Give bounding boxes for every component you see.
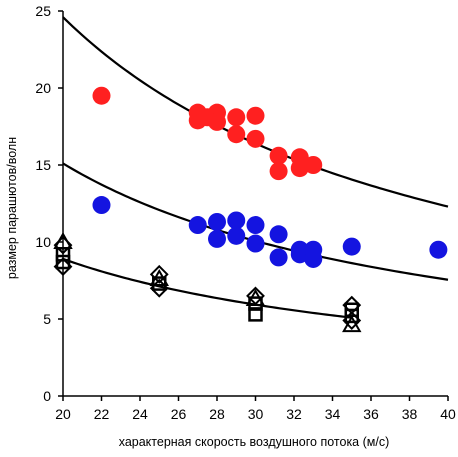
x-tick-label: 32 [286, 406, 302, 422]
data-point-series-2 [304, 249, 323, 268]
data-point-series-1 [269, 162, 288, 181]
ticks: 20 22 24 26 28 30 32 34 36 38 40 0 5 10 15 20 25 [35, 3, 456, 422]
data-point-series-1 [227, 125, 246, 144]
data-point-series-2 [208, 229, 226, 248]
data-point-series-2 [208, 212, 226, 231]
x-tick-label: 28 [209, 406, 225, 422]
data-point-series-2 [188, 216, 207, 235]
data-point-series-1 [246, 106, 265, 125]
y-tick-label: 20 [35, 80, 51, 96]
data-point-series-2 [269, 248, 288, 267]
x-tick-label: 22 [94, 406, 110, 422]
data-point-series-5 [245, 288, 266, 306]
data-point-series-2 [342, 237, 361, 256]
x-tick-label: 40 [440, 406, 456, 422]
y-tick-label: 5 [43, 311, 51, 327]
data-point-series-1 [269, 146, 288, 165]
data-point-series-1 [208, 112, 226, 131]
data-point-series-1 [304, 156, 323, 174]
y-tick-label: 15 [35, 157, 51, 173]
y-axis-label: размер парашютов/волн [5, 137, 19, 279]
x-tick-label: 26 [171, 406, 187, 422]
y-tick-label: 10 [35, 234, 51, 250]
data-point-series-2 [227, 211, 246, 230]
fit-curve-3 [62, 257, 352, 319]
fit-curves [62, 16, 449, 319]
x-tick-label: 34 [325, 406, 341, 422]
data-points [53, 86, 448, 333]
data-point-series-4 [149, 264, 169, 284]
axes [62, 11, 448, 397]
data-point-series-4 [342, 311, 362, 330]
data-point-series-2 [269, 225, 288, 244]
x-tick-label: 24 [132, 406, 148, 422]
data-point-series-2 [227, 226, 246, 245]
data-point-series-5 [342, 315, 362, 333]
data-point-series-1 [92, 86, 111, 105]
data-point-series-1 [246, 129, 265, 148]
x-tick-label: 36 [363, 406, 379, 422]
data-point-series-3 [152, 276, 167, 291]
x-tick-label: 20 [55, 406, 71, 422]
x-axis-label: характерная скорость воздушного потока (… [119, 435, 390, 449]
data-point-series-1 [290, 159, 309, 178]
data-point-series-2 [246, 216, 265, 235]
data-point-series-4 [246, 286, 265, 306]
data-point-series-2 [92, 196, 111, 215]
y-tick-label: 0 [43, 388, 51, 404]
data-point-series-5 [149, 268, 169, 286]
data-point-series-3 [248, 307, 263, 322]
data-point-series-2 [429, 240, 448, 259]
y-tick-label: 25 [35, 3, 51, 19]
x-tick-label: 38 [402, 406, 418, 422]
x-tick-label: 30 [248, 406, 264, 422]
data-point-series-3 [344, 308, 359, 324]
data-point-series-1 [227, 108, 246, 127]
data-point-series-2 [246, 234, 265, 253]
